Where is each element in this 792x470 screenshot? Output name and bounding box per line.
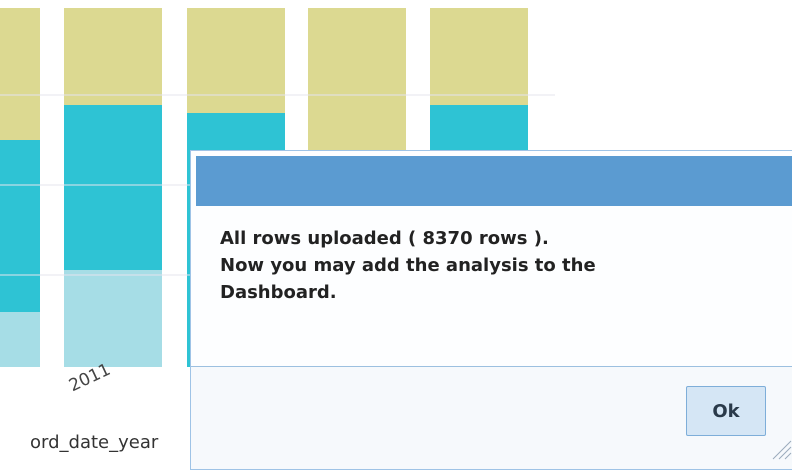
bar-segment <box>64 270 162 367</box>
grip-line <box>784 452 792 460</box>
message-line: Now you may add the analysis to the Dash… <box>220 255 596 303</box>
message-line: All rows uploaded ( 8370 rows ). <box>220 228 549 249</box>
screen: 2011 ord_date_year All rows uploaded ( 8… <box>0 8 792 470</box>
dialog: All rows uploaded ( 8370 rows ). Now you… <box>190 150 792 470</box>
bar-segment <box>64 105 162 270</box>
bar-segment <box>64 8 162 105</box>
bar-segment <box>0 8 40 140</box>
bar-segment <box>0 140 40 312</box>
bar-segment <box>187 8 285 113</box>
bar-segment <box>430 8 528 105</box>
dialog-message: All rows uploaded ( 8370 rows ). Now you… <box>220 225 700 306</box>
dialog-header <box>196 156 792 206</box>
grip-line <box>778 446 792 460</box>
ok-button[interactable]: Ok <box>686 386 766 436</box>
x-axis-label: ord_date_year <box>30 432 159 453</box>
resize-grip[interactable] <box>771 439 792 461</box>
bar-segment <box>0 312 40 367</box>
grip-line <box>772 440 792 460</box>
separator <box>191 366 792 367</box>
